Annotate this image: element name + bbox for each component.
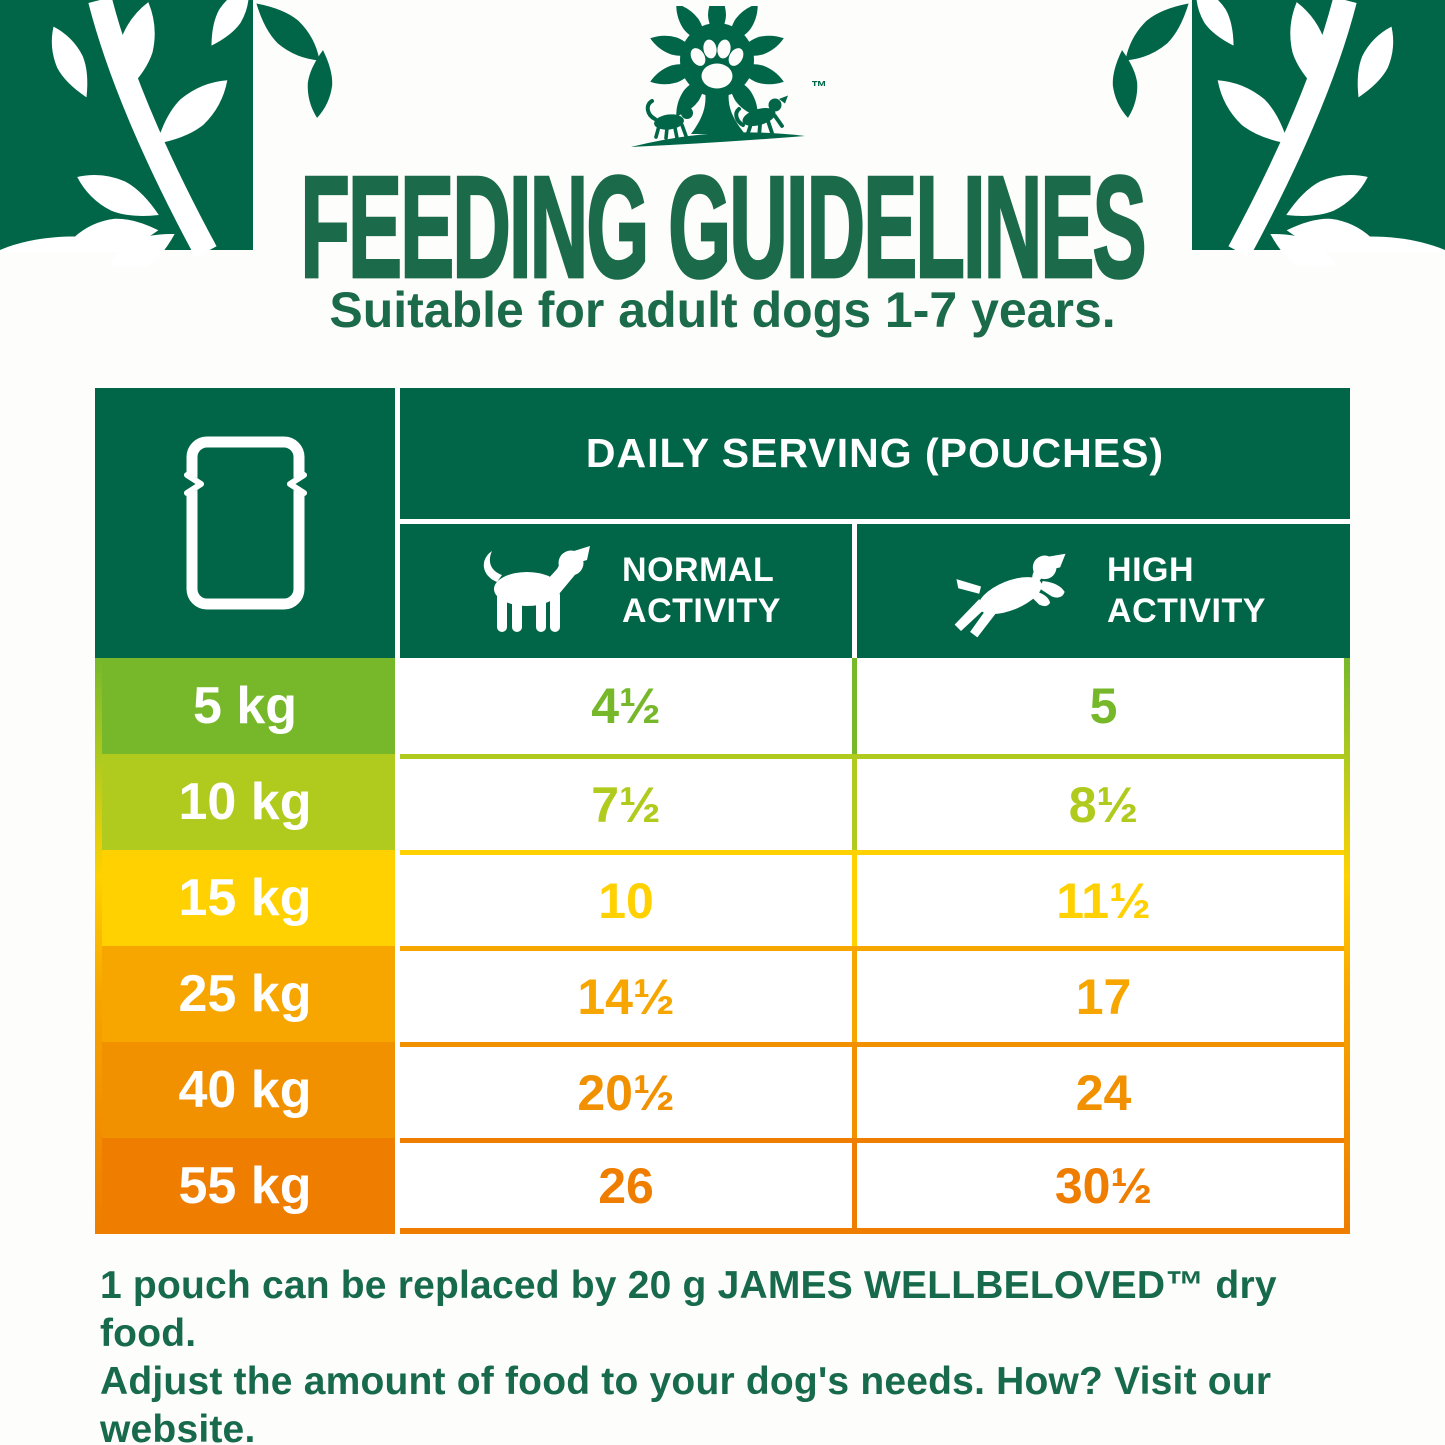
daily-serving-label: DAILY SERVING (POUCHES) — [585, 430, 1165, 476]
leaf-decoration-top-left — [0, 0, 345, 287]
standing-dog-icon — [483, 545, 591, 632]
normal-activity-header: NORMAL ACTIVITY — [400, 524, 857, 658]
daily-serving-header: DAILY SERVING (POUCHES) — [400, 388, 1350, 524]
jumping-dog-icon — [954, 553, 1066, 638]
normal-value-cell: 14½ — [400, 946, 857, 1042]
brand-logo: ™ — [605, 0, 841, 158]
feeding-notes: 1 pouch can be replaced by 20 g JAMES WE… — [100, 1262, 1370, 1445]
page-subtitle: Suitable for adult dogs 1-7 years. — [329, 282, 1116, 338]
high-activity-header: HIGH ACTIVITY — [857, 524, 1350, 658]
trademark-symbol: ™ — [811, 79, 827, 96]
feeding-note-line: Adjust the amount of food to your dog's … — [100, 1360, 1272, 1445]
weight-cell: 25 kg — [95, 946, 400, 1042]
weight-cell: 55 kg — [95, 1138, 400, 1234]
leaf-branch-icon — [0, 0, 336, 287]
normal-value-cell: 26 — [400, 1138, 857, 1234]
high-value-cell: 11½ — [857, 850, 1350, 946]
tree-paw-cat-dog-logo-icon: ™ — [630, 0, 827, 147]
normal-value-cell: 7½ — [400, 754, 857, 850]
weight-cell: 5 kg — [95, 658, 400, 754]
high-value-cell: 8½ — [857, 754, 1350, 850]
feeding-note-line: 1 pouch can be replaced by 20 g JAMES WE… — [100, 1264, 1277, 1355]
feeding-table: DAILY SERVING (POUCHES) NORMAL — [95, 388, 1350, 1234]
high-activity-label: HIGH ACTIVITY — [1107, 551, 1266, 630]
page-title: FEEDING GUIDELINES — [299, 146, 1147, 310]
normal-value-cell: 20½ — [400, 1042, 857, 1138]
leaf-decoration-top-right — [1100, 0, 1445, 287]
high-value-cell: 30½ — [857, 1138, 1350, 1234]
normal-activity-label: NORMAL ACTIVITY — [622, 551, 781, 630]
pouch-icon — [182, 436, 308, 610]
weight-cell: 10 kg — [95, 754, 400, 850]
normal-value-cell: 10 — [400, 850, 857, 946]
weight-cell: 15 kg — [95, 850, 400, 946]
pouch-header-cell — [95, 388, 400, 658]
high-value-cell: 24 — [857, 1042, 1350, 1138]
weight-cell: 40 kg — [95, 1042, 400, 1138]
leaf-branch-icon — [1109, 0, 1445, 287]
normal-value-cell: 4½ — [400, 658, 857, 754]
high-value-cell: 17 — [857, 946, 1350, 1042]
high-value-cell: 5 — [857, 658, 1350, 754]
